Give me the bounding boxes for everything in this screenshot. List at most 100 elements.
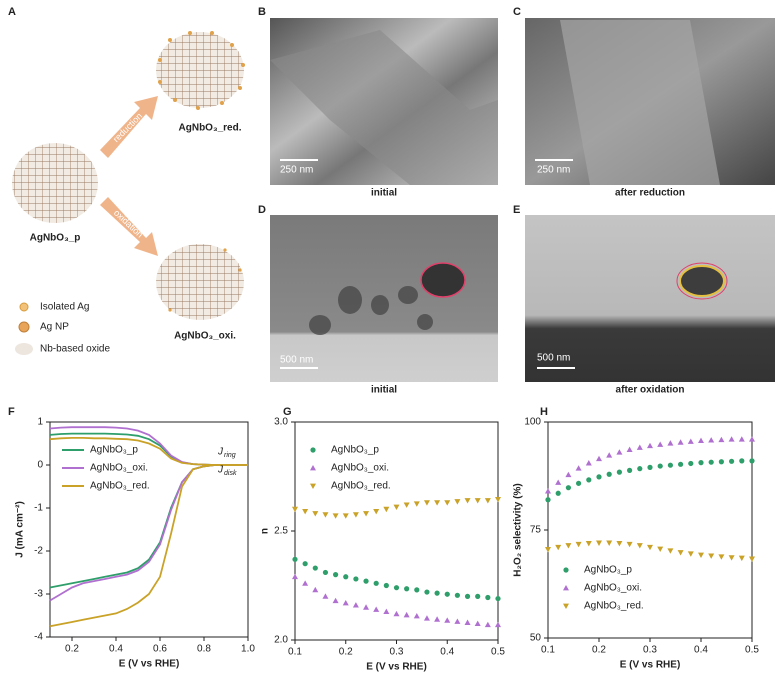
marker <box>332 597 339 604</box>
legend-marker <box>310 465 316 471</box>
micrograph: 250 nm initial <box>270 18 498 199</box>
x-tick-label: 0.2 <box>592 645 606 656</box>
marker <box>687 551 694 557</box>
marker <box>332 513 339 519</box>
image-caption: initial <box>371 385 397 396</box>
micrograph: 500 nm after oxidation <box>525 215 775 396</box>
marker <box>698 552 704 559</box>
panel-label: G <box>283 406 292 418</box>
x-tick-label: 0.2 <box>65 644 79 655</box>
y-tick-label: 75 <box>530 525 542 536</box>
marker <box>434 616 441 622</box>
scale-label: 250 nm <box>280 165 313 176</box>
marker <box>627 467 633 473</box>
marker <box>626 541 633 548</box>
scale-label: 250 nm <box>537 165 570 176</box>
marker <box>373 606 380 612</box>
x-tick-label: 0.2 <box>339 647 353 658</box>
x-tick-label: 0.4 <box>694 645 708 656</box>
legend-label: AgNbO₃_oxi. <box>331 463 389 474</box>
marker <box>474 498 481 504</box>
marker <box>545 497 551 503</box>
marker <box>636 444 643 450</box>
data-line <box>49 437 248 466</box>
marker <box>688 460 694 467</box>
marker <box>363 578 369 584</box>
x-tick-label: 0.4 <box>109 644 123 655</box>
marker <box>555 490 561 496</box>
marker <box>606 540 613 546</box>
micrograph: 500 nm initial <box>270 215 498 396</box>
marker <box>555 544 562 551</box>
marker <box>555 479 562 485</box>
marker <box>657 463 663 469</box>
panel-label: A <box>8 6 16 18</box>
marker <box>626 446 633 453</box>
marker <box>383 506 390 513</box>
legend-marker <box>310 483 316 489</box>
x-axis-label: E (V vs RHE) <box>366 662 427 673</box>
marker <box>596 474 602 480</box>
marker <box>545 488 551 494</box>
arrow <box>100 96 158 158</box>
schematic: reduction oxidation AgNbO₃_p AgNbO₃_red.… <box>12 31 245 355</box>
plot-frame <box>294 421 499 641</box>
annotation: J <box>217 447 224 458</box>
y-tick-label: 0 <box>37 460 43 471</box>
marker <box>454 499 461 505</box>
legend-icon <box>19 302 29 312</box>
y-tick-label: -2 <box>34 546 43 557</box>
legend-label: AgNbO₃_p <box>584 565 632 576</box>
marker <box>485 594 491 601</box>
marker <box>434 590 440 596</box>
marker <box>423 615 430 621</box>
legend-label: Nb-based oxide <box>40 344 110 355</box>
y-tick-label: 2.0 <box>274 635 288 646</box>
marker <box>667 462 674 468</box>
image-caption: after oxidation <box>616 385 685 396</box>
marker <box>576 480 582 486</box>
marker <box>616 449 623 455</box>
marker <box>292 506 298 513</box>
marker <box>454 618 461 624</box>
y-axis-label: n <box>260 528 271 534</box>
marker <box>738 555 745 562</box>
marker <box>718 459 725 465</box>
marker <box>322 512 329 518</box>
schematic-label: AgNbO₃_red. <box>179 123 242 134</box>
y-tick-label: 50 <box>530 633 542 644</box>
marker <box>698 437 704 443</box>
marker <box>677 550 684 556</box>
x-tick-label: 0.1 <box>288 647 302 658</box>
legend-label: AgNbO₃_red. <box>331 481 391 492</box>
legend-label: AgNbO₃_oxi. <box>584 583 642 594</box>
panel-label: F <box>8 406 15 418</box>
marker <box>708 553 715 559</box>
marker <box>739 458 745 464</box>
legend-marker <box>563 603 569 609</box>
marker <box>596 540 602 546</box>
image-caption: initial <box>371 188 397 199</box>
marker <box>718 554 725 560</box>
image-detail <box>270 30 498 185</box>
marker <box>464 498 471 504</box>
panel-label: D <box>258 204 266 216</box>
marker <box>393 610 400 617</box>
marker <box>495 496 501 503</box>
x-tick-label: 0.8 <box>197 644 211 655</box>
marker <box>565 471 572 478</box>
marker <box>575 541 582 548</box>
marker <box>393 585 400 591</box>
legend-icon <box>18 321 30 333</box>
x-tick-label: 0.5 <box>745 645 759 656</box>
marker <box>687 438 694 444</box>
annotation-sub: disk <box>224 470 237 477</box>
plot-frame <box>547 421 753 639</box>
marker <box>312 511 319 517</box>
marker <box>667 548 674 554</box>
legend-label: Isolated Ag <box>40 302 89 313</box>
panel-label: B <box>258 6 266 18</box>
marker <box>749 458 755 464</box>
marker <box>698 460 704 466</box>
